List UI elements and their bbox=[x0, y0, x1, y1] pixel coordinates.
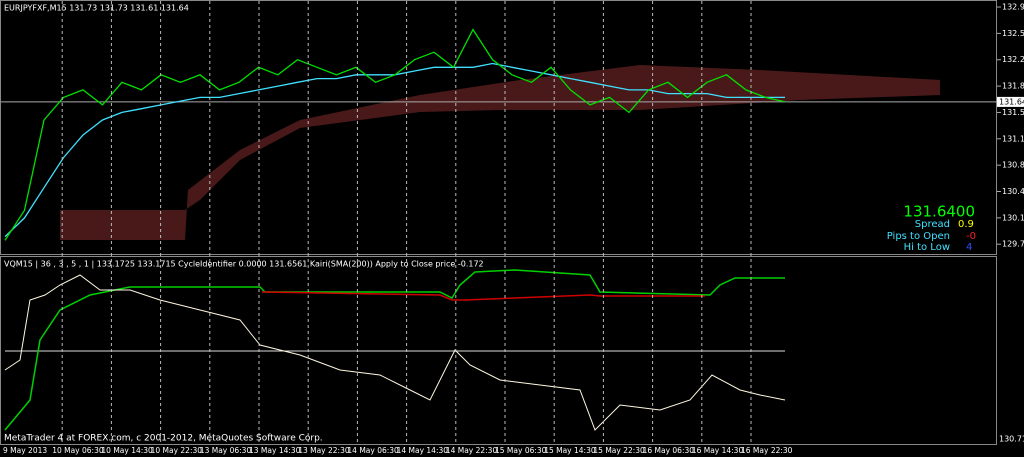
cycle-line-red bbox=[261, 291, 705, 301]
y-tick-label: 130.45 bbox=[1002, 187, 1024, 196]
hilo-value: 4 bbox=[966, 242, 972, 253]
main-pane-border bbox=[0, 0, 997, 255]
y-tick-label: 130.10 bbox=[1002, 213, 1024, 222]
time-label: 15 May 22:30 bbox=[593, 446, 645, 455]
lower-tick-label: 130.7166 bbox=[999, 435, 1024, 444]
kairi-line bbox=[4, 274, 786, 431]
time-label: 13 May 06:30 bbox=[200, 446, 252, 455]
cycle-line bbox=[4, 269, 785, 431]
time-label: 15 May 14:30 bbox=[544, 446, 596, 455]
y-tick-label: 131.50 bbox=[1002, 108, 1024, 117]
current-price-box bbox=[997, 96, 1024, 107]
y-tick-label: 129.75 bbox=[1002, 240, 1024, 249]
copyright: MetaTrader 4 at FOREX.com, c 2001-2012, … bbox=[4, 434, 323, 444]
time-label: 9 May 2013 bbox=[3, 446, 47, 455]
y-tick-label: 130.80 bbox=[1002, 161, 1024, 170]
y-tick-label: 132.55 bbox=[1002, 29, 1024, 38]
time-label: 10 May 22:30 bbox=[151, 446, 203, 455]
pips-label: Pips to Open bbox=[887, 231, 950, 242]
indicator-info: VQM15 | 36 , 3 , 5 , 1 | 133.1725 133.17… bbox=[4, 260, 484, 269]
time-label: 15 May 06:30 bbox=[495, 446, 547, 455]
time-label: 14 May 22:30 bbox=[446, 446, 498, 455]
pips-value: -0 bbox=[966, 231, 976, 242]
time-label: 16 May 06:30 bbox=[643, 446, 695, 455]
current-price-label: 131.64 bbox=[999, 97, 1024, 106]
time-label: 14 May 14:30 bbox=[397, 446, 449, 455]
hilo-label: Hi to Low bbox=[904, 242, 950, 253]
spread-label: Spread bbox=[915, 219, 950, 230]
time-label: 14 May 06:30 bbox=[347, 446, 399, 455]
time-label: 16 May 22:30 bbox=[741, 446, 793, 455]
time-label: 13 May 22:30 bbox=[298, 446, 350, 455]
y-tick-label: 131.15 bbox=[1002, 134, 1024, 143]
y-tick-label: 132.90 bbox=[1002, 3, 1024, 12]
spread-value: 0.9 bbox=[958, 219, 974, 230]
cloud bbox=[60, 65, 940, 240]
time-label: 10 May 14:30 bbox=[101, 446, 153, 455]
time-label: 10 May 06:30 bbox=[52, 446, 104, 455]
info-price: 131.6400 bbox=[903, 203, 975, 221]
symbol-info: EURJPYFXF,M15 131.73 131.73 131.61 131.6… bbox=[4, 4, 189, 13]
y-tick-label: 132.20 bbox=[1002, 55, 1024, 64]
price-series bbox=[4, 28, 786, 241]
time-label: 13 May 14:30 bbox=[249, 446, 301, 455]
time-label: 16 May 14:30 bbox=[692, 446, 744, 455]
lower-pane-border bbox=[0, 256, 997, 445]
y-tick-label: 131.85 bbox=[1002, 82, 1024, 91]
